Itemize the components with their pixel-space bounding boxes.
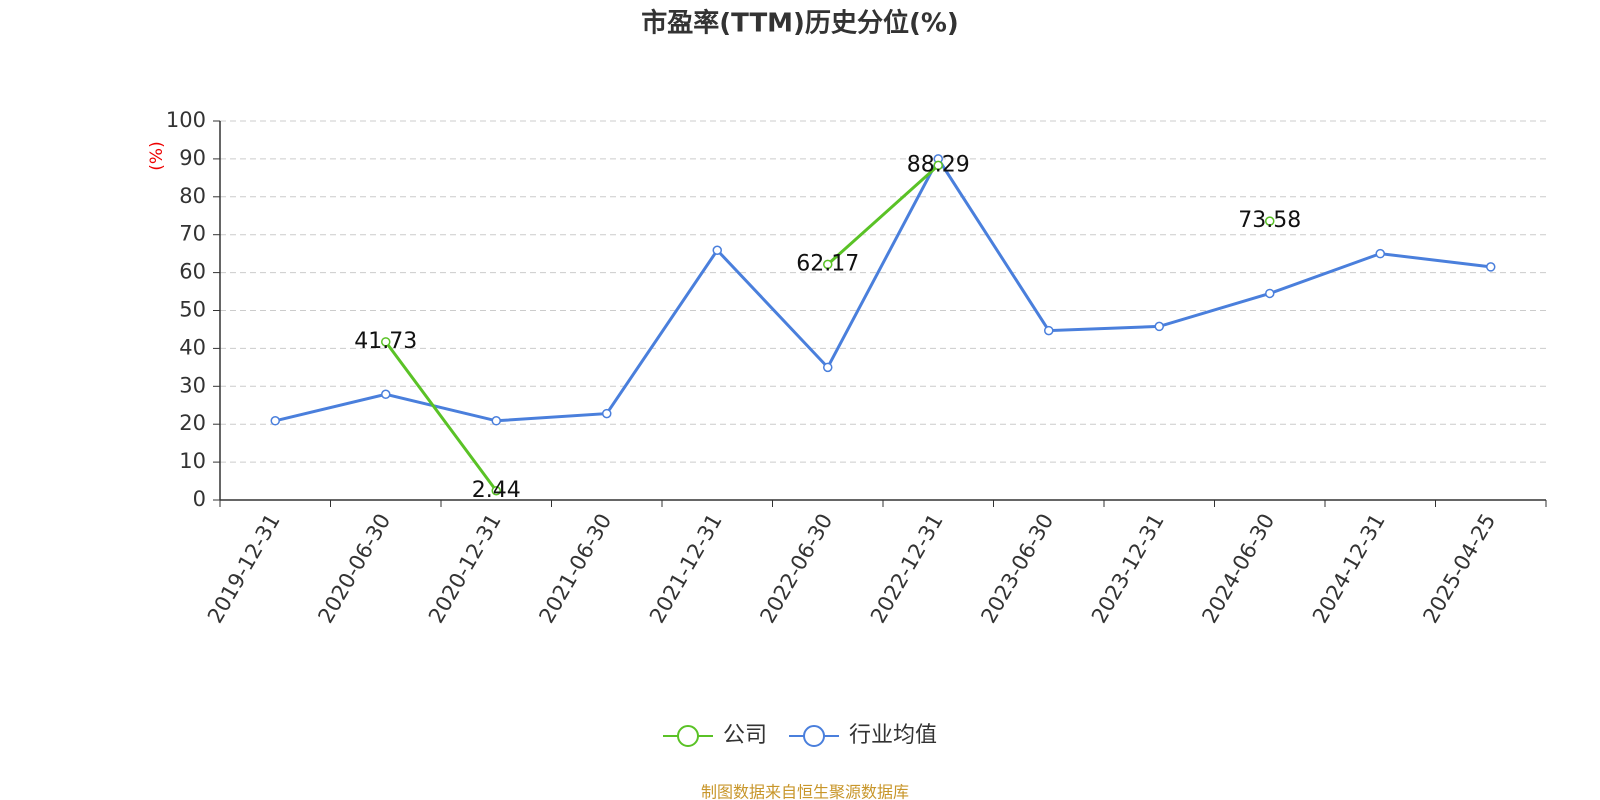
data-point xyxy=(1265,216,1275,226)
series-line xyxy=(274,155,1491,423)
y-tick-label: 30 xyxy=(179,373,206,397)
chart-title: 市盈率(TTM)历史分位(%) xyxy=(641,8,959,39)
legend-label: 行业均值 xyxy=(849,723,937,748)
y-axis-label: (%) xyxy=(147,141,167,170)
y-tick-label: 50 xyxy=(179,298,206,322)
data-point xyxy=(381,389,391,400)
x-tick-label: 2020-06-30 xyxy=(313,510,395,628)
y-tick-label: 40 xyxy=(179,335,206,359)
legend-marker xyxy=(803,725,826,747)
y-tick-label: 70 xyxy=(179,222,206,246)
x-tick-label: 2021-12-31 xyxy=(645,510,727,628)
y-tick-label: 80 xyxy=(179,184,206,208)
legend: 公司 行业均值 xyxy=(663,723,937,748)
x-tick-label: 2024-06-30 xyxy=(1197,510,1279,628)
data-point xyxy=(712,245,722,255)
data-label: 2.44 xyxy=(472,478,521,503)
data-point xyxy=(823,259,833,270)
y-tick-label: 0 xyxy=(193,487,206,511)
legend-marker xyxy=(677,725,699,747)
x-tick-label: 2025-04-25 xyxy=(1418,510,1500,628)
x-tick-label: 2020-12-31 xyxy=(424,510,506,628)
data-point xyxy=(270,416,280,426)
data-point xyxy=(1265,288,1275,299)
data-label: 73.58 xyxy=(1238,208,1301,233)
data-point xyxy=(1375,248,1385,259)
x-tick-label: 2023-12-31 xyxy=(1087,510,1169,628)
data-point xyxy=(823,362,833,373)
y-tick-label: 90 xyxy=(179,146,206,170)
y-tick-label: 100 xyxy=(166,108,206,132)
data-label: 41.73 xyxy=(354,329,417,354)
source-note: 制图数据来自恒生聚源数据库 xyxy=(701,783,909,800)
x-tick-label: 2024-12-31 xyxy=(1308,510,1390,628)
y-tick-label: 60 xyxy=(179,260,206,284)
data-point xyxy=(1154,321,1164,332)
data-point xyxy=(491,486,501,496)
data-point xyxy=(491,416,501,426)
data-label: 88.29 xyxy=(907,152,970,177)
x-tick-label: 2019-12-31 xyxy=(203,510,285,628)
data-point xyxy=(602,408,612,419)
data-point xyxy=(1044,325,1054,336)
data-point xyxy=(381,337,391,347)
x-tick-label: 2021-06-30 xyxy=(534,510,616,628)
x-tick-label: 2023-06-30 xyxy=(976,510,1058,628)
data-point xyxy=(1486,262,1496,272)
y-tick-label: 10 xyxy=(179,449,206,473)
x-tick-label: 2022-12-31 xyxy=(866,510,948,628)
data-point xyxy=(933,160,943,171)
data-label: 62.17 xyxy=(796,251,859,276)
legend-label: 公司 xyxy=(723,723,767,748)
y-tick-label: 20 xyxy=(179,411,206,435)
x-tick-label: 2022-06-30 xyxy=(755,510,837,628)
